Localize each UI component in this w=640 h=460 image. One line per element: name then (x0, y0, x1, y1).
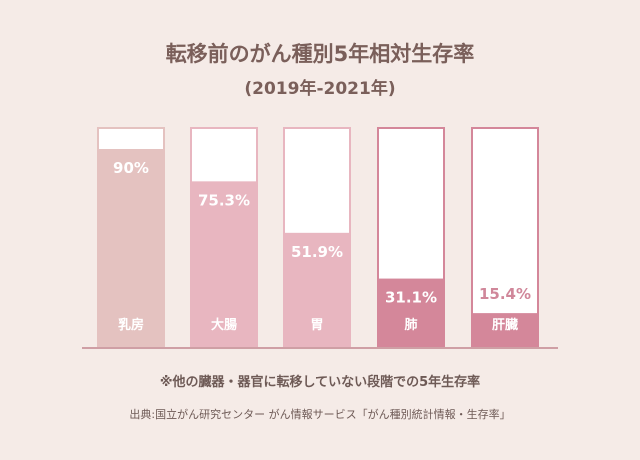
category-label: 肺 (404, 317, 417, 333)
data-label: 75.3% (198, 191, 250, 209)
bar (190, 181, 258, 347)
data-label: 51.9% (291, 243, 343, 261)
chart-subtitle: (2019年-2021年) (244, 79, 396, 99)
category-label: 大腸 (211, 317, 237, 333)
chart-title: 転移前のがん種別5年相対生存率 (165, 42, 475, 66)
category-label: 胃 (310, 318, 323, 333)
data-label: 31.1% (385, 289, 437, 307)
data-label: 90% (113, 159, 149, 177)
category-label: 肝臓 (492, 317, 518, 333)
chart-source: 出典:国立がん研究センター がん情報サービス「がん種別統計情報・生存率」 (129, 408, 511, 421)
bar (471, 313, 539, 347)
category-label: 乳房 (118, 317, 144, 333)
bar (377, 278, 445, 347)
bar-frame (471, 127, 539, 347)
bar (97, 149, 165, 347)
bar (283, 232, 351, 347)
chart-note: ※他の臓器・器官に転移していない段階での5年生存率 (159, 375, 481, 390)
data-label: 15.4% (479, 285, 531, 303)
